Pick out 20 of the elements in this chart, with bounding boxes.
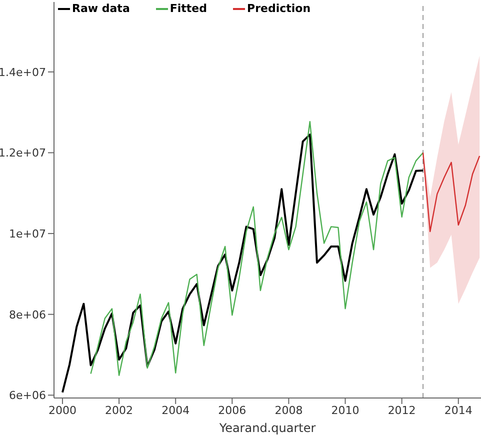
x-tick-label: 2014	[444, 404, 472, 417]
legend-label: Prediction	[247, 2, 311, 15]
x-axis-title: Yearand.quarter	[218, 421, 316, 435]
x-tick-label: 2002	[105, 404, 134, 417]
line-series	[90, 121, 424, 376]
x-tick-label: 2004	[162, 404, 190, 417]
y-tick-label: 8e+06	[9, 308, 46, 322]
x-tick-label: 2000	[48, 404, 76, 417]
line-series	[422, 152, 480, 232]
x-tick-label: 2006	[218, 404, 246, 417]
y-tick-label: 1.2e+07	[0, 146, 46, 160]
x-tick-label: 2008	[274, 404, 303, 417]
legend-label: Fitted	[170, 2, 208, 15]
x-tick-label: 2010	[331, 404, 360, 417]
x-tick-label: 2012	[388, 404, 416, 417]
legend-label: Raw data	[72, 2, 130, 15]
line-series	[61, 134, 424, 394]
y-tick-label: 6e+06	[9, 389, 46, 402]
y-tick-label: 1e+07	[9, 227, 46, 240]
y-tick-label: 1.4e+07	[0, 66, 46, 79]
